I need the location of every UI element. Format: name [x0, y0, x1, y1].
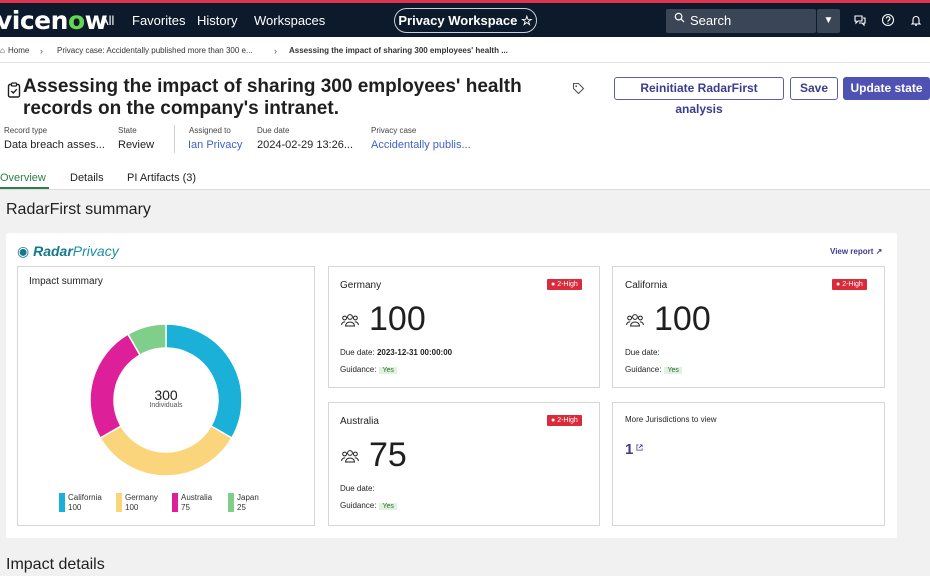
impact-donut-chart — [90, 324, 242, 476]
search-scope-dropdown[interactable]: ▼ — [817, 9, 840, 33]
servicenow-logo[interactable]: vicenow — [0, 6, 108, 35]
tab-overview[interactable]: Overview — [0, 172, 46, 184]
radar-privacy-logo: ◉ RadarPrivacy — [17, 243, 119, 259]
people-group-icon — [341, 314, 359, 327]
impact-summary-panel — [17, 266, 315, 526]
impact-details-heading: Impact details — [6, 556, 105, 573]
affected-count: 100 — [369, 300, 426, 338]
due-date-label: Due date — [257, 126, 290, 135]
legend-item-australia: Australia 75 — [172, 493, 212, 513]
nav-workspaces[interactable]: Workspaces — [254, 13, 326, 28]
breadcrumb: ⌂ Home › Privacy case: Accidentally publ… — [0, 37, 930, 63]
field-divider — [174, 125, 175, 153]
due-date-row: Due date: 2023-12-31 00:00:00 — [340, 348, 453, 357]
privacy-case-label: Privacy case — [371, 126, 417, 135]
tag-icon[interactable] — [572, 82, 585, 95]
top-navigation-bar: vicenow All Favorites History Workspaces… — [0, 0, 930, 37]
state-label: State — [118, 126, 137, 135]
impact-summary-title: Impact summary — [29, 276, 103, 287]
severity-badge: ● 2-High — [547, 415, 582, 426]
legend-item-california: California 100 — [59, 493, 102, 513]
breadcrumb-home[interactable]: Home — [8, 46, 30, 55]
more-jurisdictions-card — [612, 402, 885, 526]
notification-bell-icon[interactable] — [909, 13, 923, 27]
view-report-link[interactable]: View report ↗ — [830, 247, 883, 256]
state-value: Review — [118, 139, 155, 151]
severity-badge: ● 2-High — [547, 279, 582, 290]
donut-slice-australia — [90, 333, 142, 440]
search-input[interactable]: Search — [666, 9, 816, 33]
reinitiate-radarfirst-button[interactable]: Reinitiate RadarFirst analysis — [614, 77, 784, 116]
severity-badge: ● 2-High — [832, 279, 867, 290]
clipboard-check-icon — [7, 82, 21, 98]
update-state-button[interactable]: Update state — [843, 77, 930, 100]
guidance-row: Guidance: Yes — [340, 365, 397, 374]
external-link-icon[interactable] — [636, 444, 643, 451]
chevron-right-icon: › — [40, 46, 43, 56]
chevron-right-icon: › — [274, 46, 277, 56]
tab-pi-artifacts[interactable]: PI Artifacts (3) — [127, 172, 197, 184]
search-icon — [674, 12, 685, 23]
breadcrumb-current: Assessing the impact of sharing 300 empl… — [289, 46, 508, 55]
nav-all[interactable]: All — [100, 13, 115, 28]
nav-history[interactable]: History — [197, 13, 238, 28]
affected-count: 100 — [654, 300, 711, 338]
radarfirst-summary-heading: RadarFirst summary — [6, 201, 151, 218]
jurisdiction-name: Germany — [340, 280, 382, 291]
more-jurisdictions-count-link[interactable]: 1 — [625, 441, 634, 458]
home-icon[interactable]: ⌂ — [0, 46, 5, 55]
affected-count: 75 — [369, 436, 407, 474]
workspace-pill[interactable]: Privacy Workspace ☆ — [394, 8, 537, 33]
people-group-icon — [341, 450, 359, 463]
legend-item-japan: Japan 25 — [228, 493, 259, 513]
assigned-to-label: Assigned to — [189, 126, 231, 135]
active-tab-indicator — [0, 187, 49, 189]
save-button[interactable]: Save — [790, 77, 838, 100]
legend-item-germany: Germany 100 — [116, 493, 158, 513]
donut-total: 300 — [154, 387, 178, 403]
tab-details[interactable]: Details — [70, 172, 104, 184]
record-type-value: Data breach asses... — [4, 139, 105, 151]
radar-eye-icon: ◉ — [17, 243, 34, 259]
jurisdiction-name: Australia — [340, 416, 379, 427]
due-date-row: Due date: — [340, 484, 375, 493]
chat-icon[interactable] — [853, 13, 867, 27]
record-type-label: Record type — [4, 126, 48, 135]
donut-unit-label: Individuals — [149, 402, 183, 409]
donut-slice-germany — [99, 424, 233, 476]
more-jurisdictions-title: More Jurisdictions to view — [625, 415, 717, 424]
assigned-to-link[interactable]: Ian Privacy — [188, 139, 243, 151]
donut-slice-japan — [126, 324, 167, 356]
help-icon[interactable] — [881, 13, 895, 27]
guidance-row: Guidance: Yes — [625, 365, 682, 374]
page-title: Assessing the impact of sharing 300 empl… — [23, 76, 522, 119]
due-date-value: 2024-02-29 13:26... — [257, 139, 354, 151]
due-date-row: Due date: — [625, 348, 660, 357]
guidance-row: Guidance: Yes — [340, 501, 397, 510]
jurisdiction-name: California — [625, 280, 668, 291]
donut-slice-california — [165, 324, 242, 440]
nav-favorites[interactable]: Favorites — [132, 13, 186, 28]
privacy-case-link[interactable]: Accidentally publis... — [371, 139, 471, 151]
people-group-icon — [626, 314, 644, 327]
breadcrumb-privacy-case[interactable]: Privacy case: Accidentally published mor… — [57, 46, 253, 55]
